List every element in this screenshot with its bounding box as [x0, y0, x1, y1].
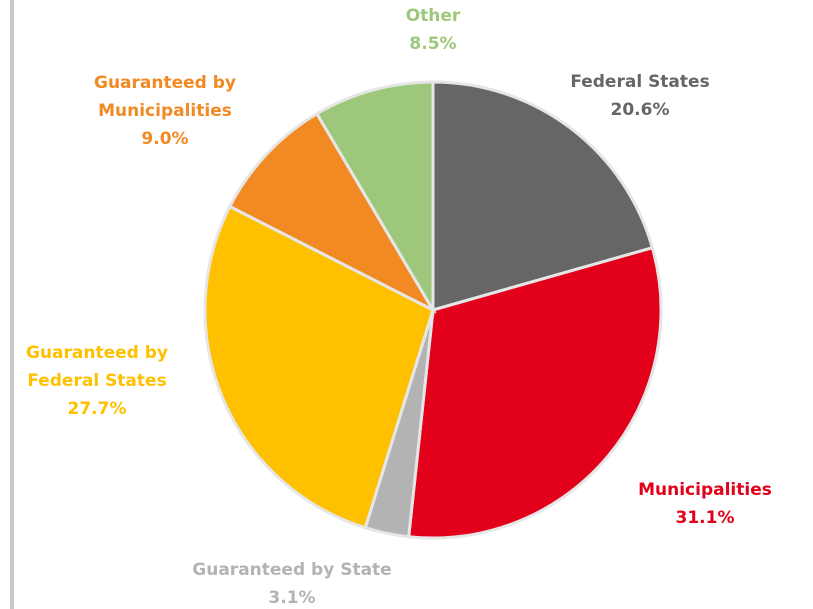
value-label: 27.7%	[67, 399, 127, 419]
pie-slice	[203, 204, 435, 530]
slice-label: Other 8.5%	[373, 2, 493, 58]
value-label: 8.5%	[409, 34, 457, 54]
slice-label: Guaranteed by Federal States 27.7%	[7, 339, 187, 423]
value-label: 20.6%	[610, 100, 670, 120]
pie-slice	[431, 80, 655, 312]
value-label: 9.0%	[141, 129, 189, 149]
value-label: 3.1%	[268, 588, 316, 608]
pie-slice	[227, 111, 437, 314]
category-name: Municipalities	[638, 480, 772, 500]
slice-label: Municipalities 31.1%	[605, 476, 805, 532]
category-name: Guaranteed by State	[192, 560, 392, 580]
pie-slice	[314, 80, 435, 316]
pie-slice	[407, 245, 663, 540]
slice-label: Guaranteed by State 3.1%	[162, 556, 422, 609]
category-name: Federal States	[570, 72, 710, 92]
slice-label: Federal States 20.6%	[540, 68, 740, 124]
category-name: Guaranteed by Federal States	[25, 343, 168, 391]
category-name: Other	[405, 6, 461, 26]
slice-label: Guaranteed by Municipalities 9.0%	[75, 69, 255, 153]
value-label: 31.1%	[675, 508, 735, 528]
category-name: Guaranteed by Municipalities	[93, 73, 236, 121]
